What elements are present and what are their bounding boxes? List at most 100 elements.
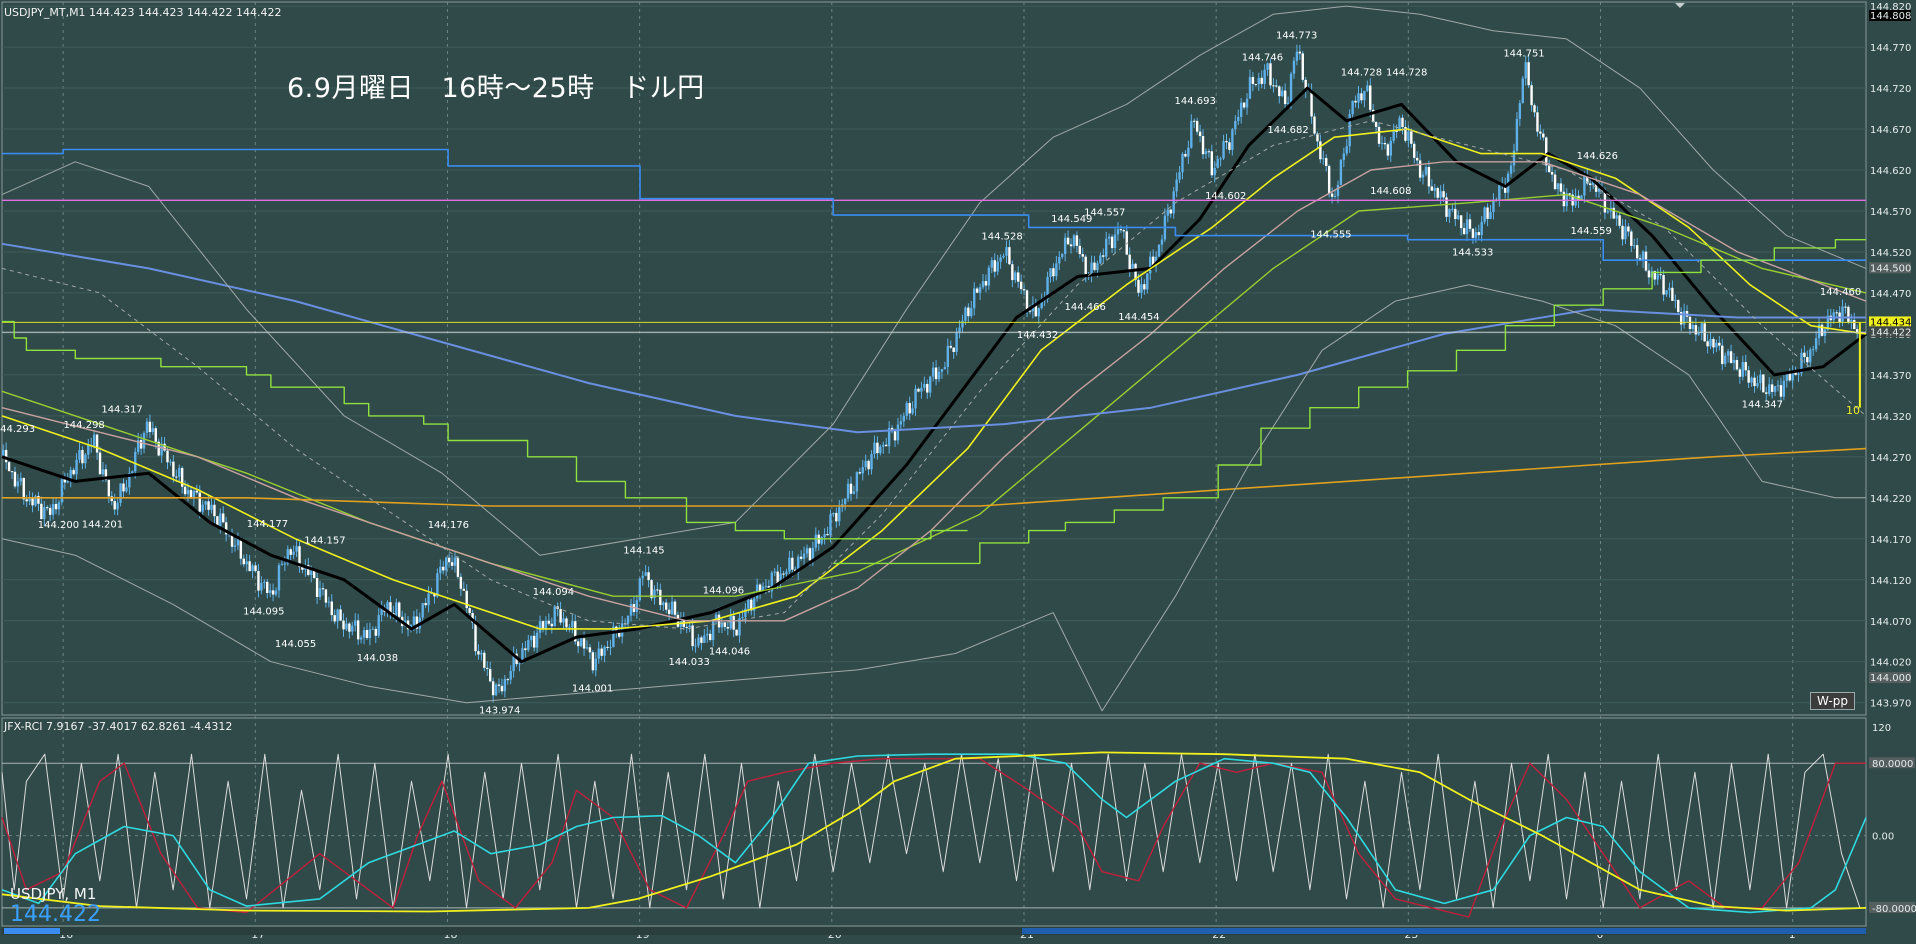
price-extreme-label: 144.555 bbox=[1310, 229, 1351, 240]
candle-body bbox=[1691, 325, 1695, 330]
candle-body bbox=[1694, 325, 1698, 335]
bar-countdown: 10 bbox=[1846, 404, 1860, 417]
candle-body bbox=[69, 469, 72, 480]
price-level-label: 144.422 bbox=[1870, 327, 1911, 338]
candle-body bbox=[1533, 105, 1536, 113]
candle-body bbox=[585, 647, 589, 649]
candle-body bbox=[107, 479, 111, 497]
candle-body bbox=[1814, 338, 1818, 350]
candle-body bbox=[1850, 320, 1853, 322]
candle-body bbox=[277, 565, 281, 591]
candle-body bbox=[1679, 312, 1683, 325]
candle-body bbox=[239, 538, 243, 559]
y-tick-label: 144.370 bbox=[1870, 371, 1911, 382]
candle-body bbox=[1134, 263, 1137, 280]
candle-body bbox=[741, 616, 744, 618]
candle-body bbox=[1580, 195, 1583, 201]
candle-body bbox=[1515, 118, 1519, 151]
candle-body bbox=[1131, 263, 1134, 270]
candle-body bbox=[553, 606, 556, 627]
candle-body bbox=[1222, 140, 1225, 159]
candle-body bbox=[802, 553, 806, 559]
candle-body bbox=[1820, 324, 1824, 336]
candle-body bbox=[356, 620, 360, 640]
candle-body bbox=[48, 507, 52, 515]
candle-body bbox=[1503, 184, 1507, 193]
candle-body bbox=[339, 609, 342, 621]
candle-body bbox=[480, 652, 483, 655]
candle-body bbox=[1166, 209, 1170, 216]
candle-body bbox=[805, 548, 809, 554]
candle-body bbox=[1146, 273, 1149, 290]
candle-body bbox=[1480, 221, 1483, 236]
price-extreme-label: 144.177 bbox=[247, 519, 288, 530]
candle-body bbox=[183, 486, 187, 495]
candle-body bbox=[1803, 352, 1806, 358]
candle-body bbox=[333, 615, 336, 622]
candle-body bbox=[1753, 377, 1756, 387]
price-extreme-label: 144.559 bbox=[1571, 226, 1612, 237]
y-tick-label: 144.720 bbox=[1870, 84, 1911, 95]
candle-body bbox=[1656, 274, 1659, 280]
candle-body bbox=[1099, 255, 1102, 264]
w-pp-badge[interactable]: W-pp bbox=[1810, 692, 1855, 710]
price-extreme-label: 144.293 bbox=[0, 424, 35, 435]
candle-body bbox=[1228, 142, 1231, 150]
candle-body bbox=[148, 421, 152, 433]
candle-body bbox=[509, 671, 512, 680]
candle-body bbox=[1794, 372, 1797, 375]
candle-body bbox=[1351, 100, 1354, 115]
candle-body bbox=[1333, 195, 1337, 197]
candle-body bbox=[670, 601, 674, 615]
price-extreme-label: 144.201 bbox=[82, 519, 123, 530]
candle-body bbox=[1005, 247, 1008, 256]
candle-body bbox=[1122, 230, 1126, 232]
series-bb-upper bbox=[1, 5, 1867, 556]
candle-body bbox=[1304, 79, 1307, 91]
candle-body bbox=[711, 620, 715, 640]
candle-body bbox=[1677, 299, 1680, 313]
candle-body bbox=[1700, 323, 1703, 333]
candle-body bbox=[984, 281, 988, 286]
candle-body bbox=[1627, 226, 1630, 232]
candle-body bbox=[1594, 180, 1598, 192]
candle-body bbox=[1066, 237, 1070, 245]
price-extreme-label: 144.682 bbox=[1267, 125, 1308, 136]
candle-body bbox=[720, 622, 724, 628]
price-extreme-label: 144.055 bbox=[275, 639, 316, 650]
candle-body bbox=[1853, 320, 1856, 330]
candle-body bbox=[1407, 131, 1410, 141]
candle-body bbox=[1841, 306, 1844, 323]
candle-body bbox=[855, 472, 859, 492]
candle-body bbox=[1589, 183, 1592, 186]
candle-body bbox=[142, 432, 146, 449]
candle-body bbox=[477, 651, 480, 655]
candle-body bbox=[559, 609, 562, 623]
candle-body bbox=[955, 332, 958, 352]
candle-body bbox=[823, 534, 826, 538]
candle-body bbox=[122, 483, 125, 492]
candle-body bbox=[101, 469, 105, 475]
candle-body bbox=[1718, 342, 1721, 346]
candle-body bbox=[530, 635, 533, 641]
candle-body bbox=[1583, 175, 1586, 196]
candle-body bbox=[943, 366, 947, 370]
candle-body bbox=[230, 533, 234, 547]
candle-body bbox=[1210, 151, 1214, 176]
candle-body bbox=[365, 630, 369, 639]
candle-body bbox=[166, 450, 169, 463]
candle-body bbox=[195, 490, 199, 493]
candle-body bbox=[433, 593, 436, 597]
candle-body bbox=[1398, 117, 1401, 132]
series-rci-white bbox=[1, 753, 1861, 909]
candle-body bbox=[738, 617, 741, 636]
candle-body bbox=[1149, 256, 1152, 274]
scroll-thumb-left bbox=[4, 928, 60, 934]
candle-body bbox=[1286, 102, 1290, 105]
price-extreme-label: 144.549 bbox=[1051, 214, 1092, 225]
candle-body bbox=[758, 584, 762, 593]
candle-body bbox=[1436, 188, 1439, 198]
candle-body bbox=[1336, 184, 1340, 196]
candle-body bbox=[1591, 180, 1595, 186]
